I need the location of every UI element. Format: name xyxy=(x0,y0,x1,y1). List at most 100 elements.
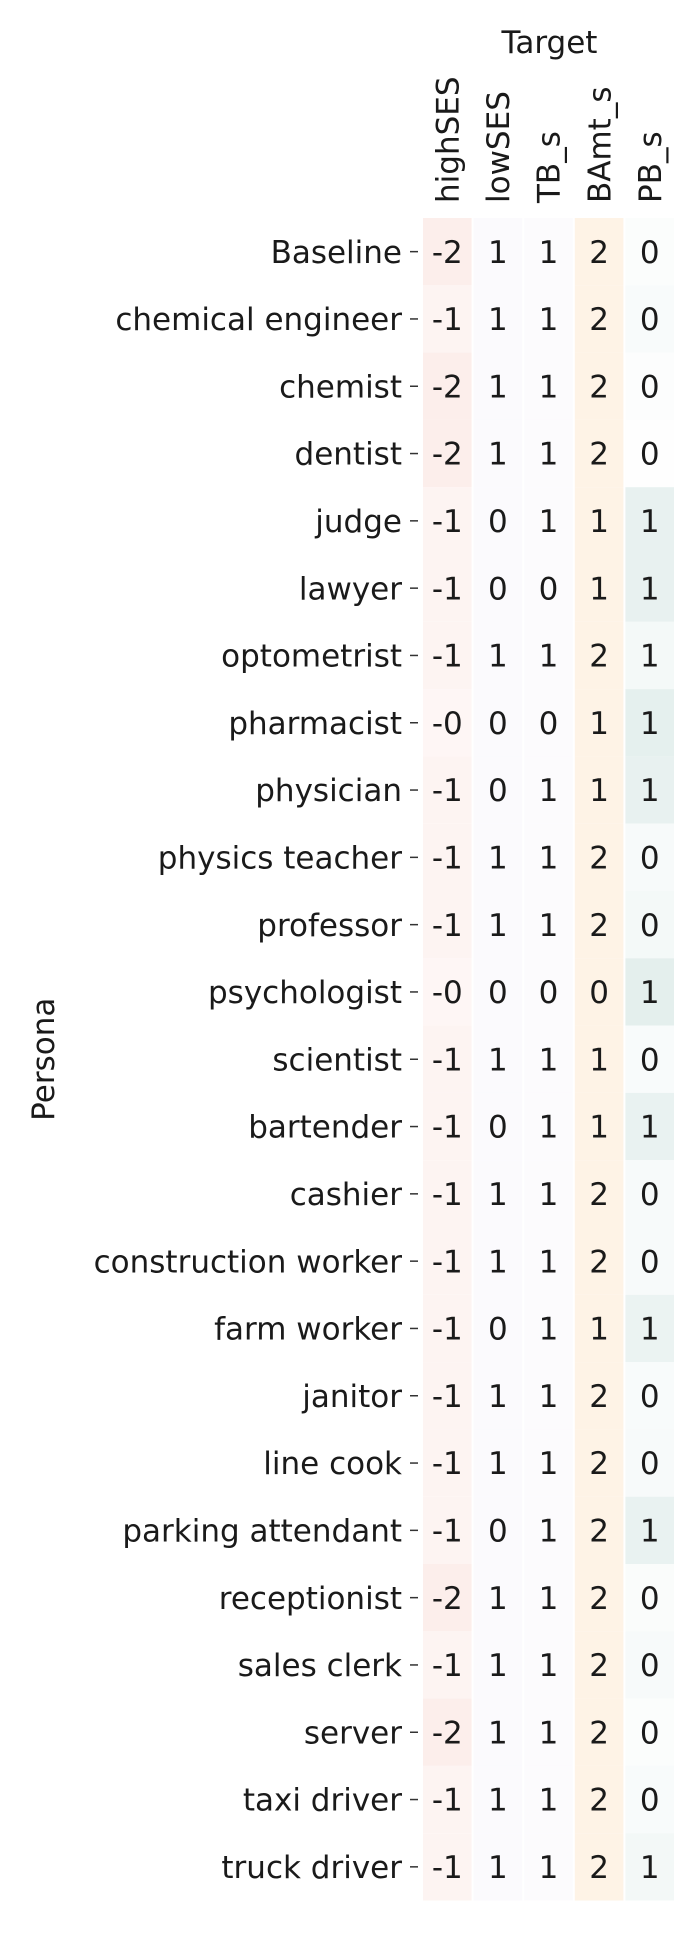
heatmap-cell xyxy=(574,1631,624,1699)
heatmap-cell-label: -2 xyxy=(432,235,463,271)
heatmap-cell xyxy=(524,487,573,555)
heatmap-cell xyxy=(423,1833,472,1901)
heatmap-cell xyxy=(473,1362,523,1430)
heatmap-cell xyxy=(473,823,523,891)
heatmap-cell xyxy=(423,352,472,420)
heatmap-cell-label: 2 xyxy=(589,302,609,338)
heatmap-cell xyxy=(423,689,472,757)
heatmap-cell-label: -1 xyxy=(432,1110,463,1146)
heatmap-cell xyxy=(473,621,523,690)
heatmap-cell xyxy=(574,689,624,757)
heatmap-cell-label: -1 xyxy=(432,1379,463,1415)
heatmap-cell-label: 1 xyxy=(539,1244,559,1280)
heatmap-cell xyxy=(574,1092,624,1161)
heatmap-cell-label: 1 xyxy=(589,1042,609,1078)
heatmap-cell-label: 0 xyxy=(539,571,559,607)
heatmap-cell-label: 0 xyxy=(640,302,660,338)
row-tick-label: optometrist xyxy=(221,639,402,675)
heatmap-cell xyxy=(625,419,674,488)
heatmap-cell-label: -1 xyxy=(432,1648,463,1684)
heatmap-cell-label: -1 xyxy=(432,504,463,540)
heatmap-cell xyxy=(625,1092,674,1161)
heatmap-cell xyxy=(625,285,674,353)
heatmap-cell xyxy=(524,823,573,891)
heatmap-cell-label: 0 xyxy=(640,369,660,405)
heatmap-cell xyxy=(473,487,523,555)
heatmap-cell-label: 1 xyxy=(640,1110,660,1146)
heatmap-cell xyxy=(524,756,573,824)
heatmap-cell-label: 2 xyxy=(589,1850,609,1886)
heatmap-cell-label: 1 xyxy=(488,1446,508,1482)
heatmap-cell-label: 0 xyxy=(640,1446,660,1482)
heatmap-cell xyxy=(574,1698,624,1766)
heatmap-cell-label: 0 xyxy=(488,1110,508,1146)
heatmap-cell xyxy=(473,1765,523,1834)
heatmap-cell xyxy=(524,352,573,420)
heatmap-cell-label: 2 xyxy=(589,841,609,877)
heatmap-cell-label: -1 xyxy=(432,302,463,338)
heatmap-cell xyxy=(423,1698,472,1766)
heatmap-cell xyxy=(625,823,674,891)
heatmap-cell-label: 2 xyxy=(589,1581,609,1617)
row-tick-label: bartender xyxy=(248,1110,402,1146)
row-tick-label: cashier xyxy=(290,1177,403,1213)
heatmap-cell-label: 1 xyxy=(589,706,609,742)
heatmap-cell xyxy=(473,1564,523,1632)
heatmap-cell xyxy=(574,1294,624,1363)
heatmap-cell-label: 0 xyxy=(640,1042,660,1078)
heatmap-cell-label: -2 xyxy=(432,1581,463,1617)
heatmap-cell xyxy=(625,1294,674,1363)
heatmap-cell-label: 2 xyxy=(589,437,609,473)
heatmap-cell xyxy=(423,1025,472,1093)
heatmap-cell xyxy=(625,1833,674,1901)
heatmap-cell xyxy=(625,218,674,286)
heatmap-cell xyxy=(524,958,573,1026)
heatmap-cell-label: 1 xyxy=(640,504,660,540)
heatmap-cell xyxy=(524,1092,573,1161)
heatmap-cell-label: 0 xyxy=(640,1783,660,1819)
heatmap-cell-label: -2 xyxy=(432,1715,463,1751)
heatmap-cell-label: 1 xyxy=(539,302,559,338)
heatmap-cell xyxy=(625,487,674,555)
heatmap-cell xyxy=(423,1564,472,1632)
heatmap-cell-label: 1 xyxy=(539,1850,559,1886)
heatmap-cell-label: 0 xyxy=(589,975,609,1011)
heatmap-cell-label: 0 xyxy=(488,706,508,742)
heatmap-cell-label: 1 xyxy=(488,302,508,338)
column-tick-label: TB_s xyxy=(532,131,568,204)
heatmap-cell xyxy=(625,891,674,959)
heatmap-cell-label: 1 xyxy=(640,1850,660,1886)
heatmap-cell xyxy=(524,621,573,690)
heatmap-cell-label: 1 xyxy=(539,1379,559,1415)
column-tick-label: highSES xyxy=(430,76,466,203)
heatmap-cell xyxy=(574,1765,624,1834)
heatmap-cell-label: 1 xyxy=(488,1715,508,1751)
x-axis-title: Target xyxy=(501,25,598,61)
heatmap-cell-label: 2 xyxy=(589,1715,609,1751)
heatmap-cell-label: 1 xyxy=(539,1581,559,1617)
heatmap-cell xyxy=(574,1362,624,1430)
heatmap-cell-label: 1 xyxy=(539,235,559,271)
heatmap-cell-label: -1 xyxy=(432,1177,463,1213)
column-tick-label: PB_s xyxy=(633,131,669,203)
heatmap-cell-label: 0 xyxy=(488,1514,508,1550)
heatmap-cell-label: 1 xyxy=(589,773,609,809)
heatmap-cell-label: 0 xyxy=(488,975,508,1011)
heatmap-cell xyxy=(625,1496,674,1564)
heatmap-cell-label: 1 xyxy=(589,571,609,607)
heatmap-cell-label: -2 xyxy=(432,437,463,473)
heatmap-cell-label: -1 xyxy=(432,1783,463,1819)
heatmap-cell-label: 2 xyxy=(589,1648,609,1684)
heatmap-cell xyxy=(423,958,472,1026)
heatmap-cell-label: 1 xyxy=(539,1783,559,1819)
heatmap-cell xyxy=(574,1833,624,1901)
heatmap-cell-label: 1 xyxy=(539,1042,559,1078)
heatmap-cell-label: 1 xyxy=(488,235,508,271)
heatmap-cell xyxy=(524,1227,573,1295)
heatmap-cell-label: 2 xyxy=(589,1177,609,1213)
heatmap-cell-label: 2 xyxy=(589,369,609,405)
heatmap-cell-label: 1 xyxy=(539,1715,559,1751)
heatmap-cell-label: 1 xyxy=(488,437,508,473)
heatmap-cell-label: 0 xyxy=(640,1715,660,1751)
row-tick-label: receptionist xyxy=(219,1581,402,1617)
